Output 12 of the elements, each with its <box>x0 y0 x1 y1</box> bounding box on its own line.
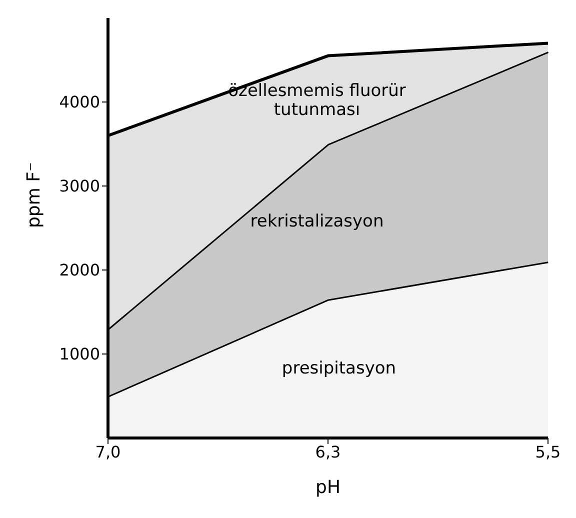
series-label: özellesmemis fluorür tutunması <box>228 80 406 120</box>
y-tick-label: 1000 <box>59 344 100 364</box>
y-tick-label: 4000 <box>59 92 100 112</box>
x-tick-label: 5,5 <box>535 442 561 462</box>
y-tick-label: 3000 <box>59 176 100 196</box>
x-axis-title: pH <box>316 477 340 498</box>
series-label: rekristalizasyon <box>250 211 384 232</box>
y-axis-title: ppm F⁻ <box>23 162 44 228</box>
x-tick-label: 6,3 <box>315 442 341 462</box>
x-tick-label: 7,0 <box>95 442 121 462</box>
series-label: presipitasyon <box>282 358 396 378</box>
y-tick-label: 2000 <box>59 260 100 280</box>
